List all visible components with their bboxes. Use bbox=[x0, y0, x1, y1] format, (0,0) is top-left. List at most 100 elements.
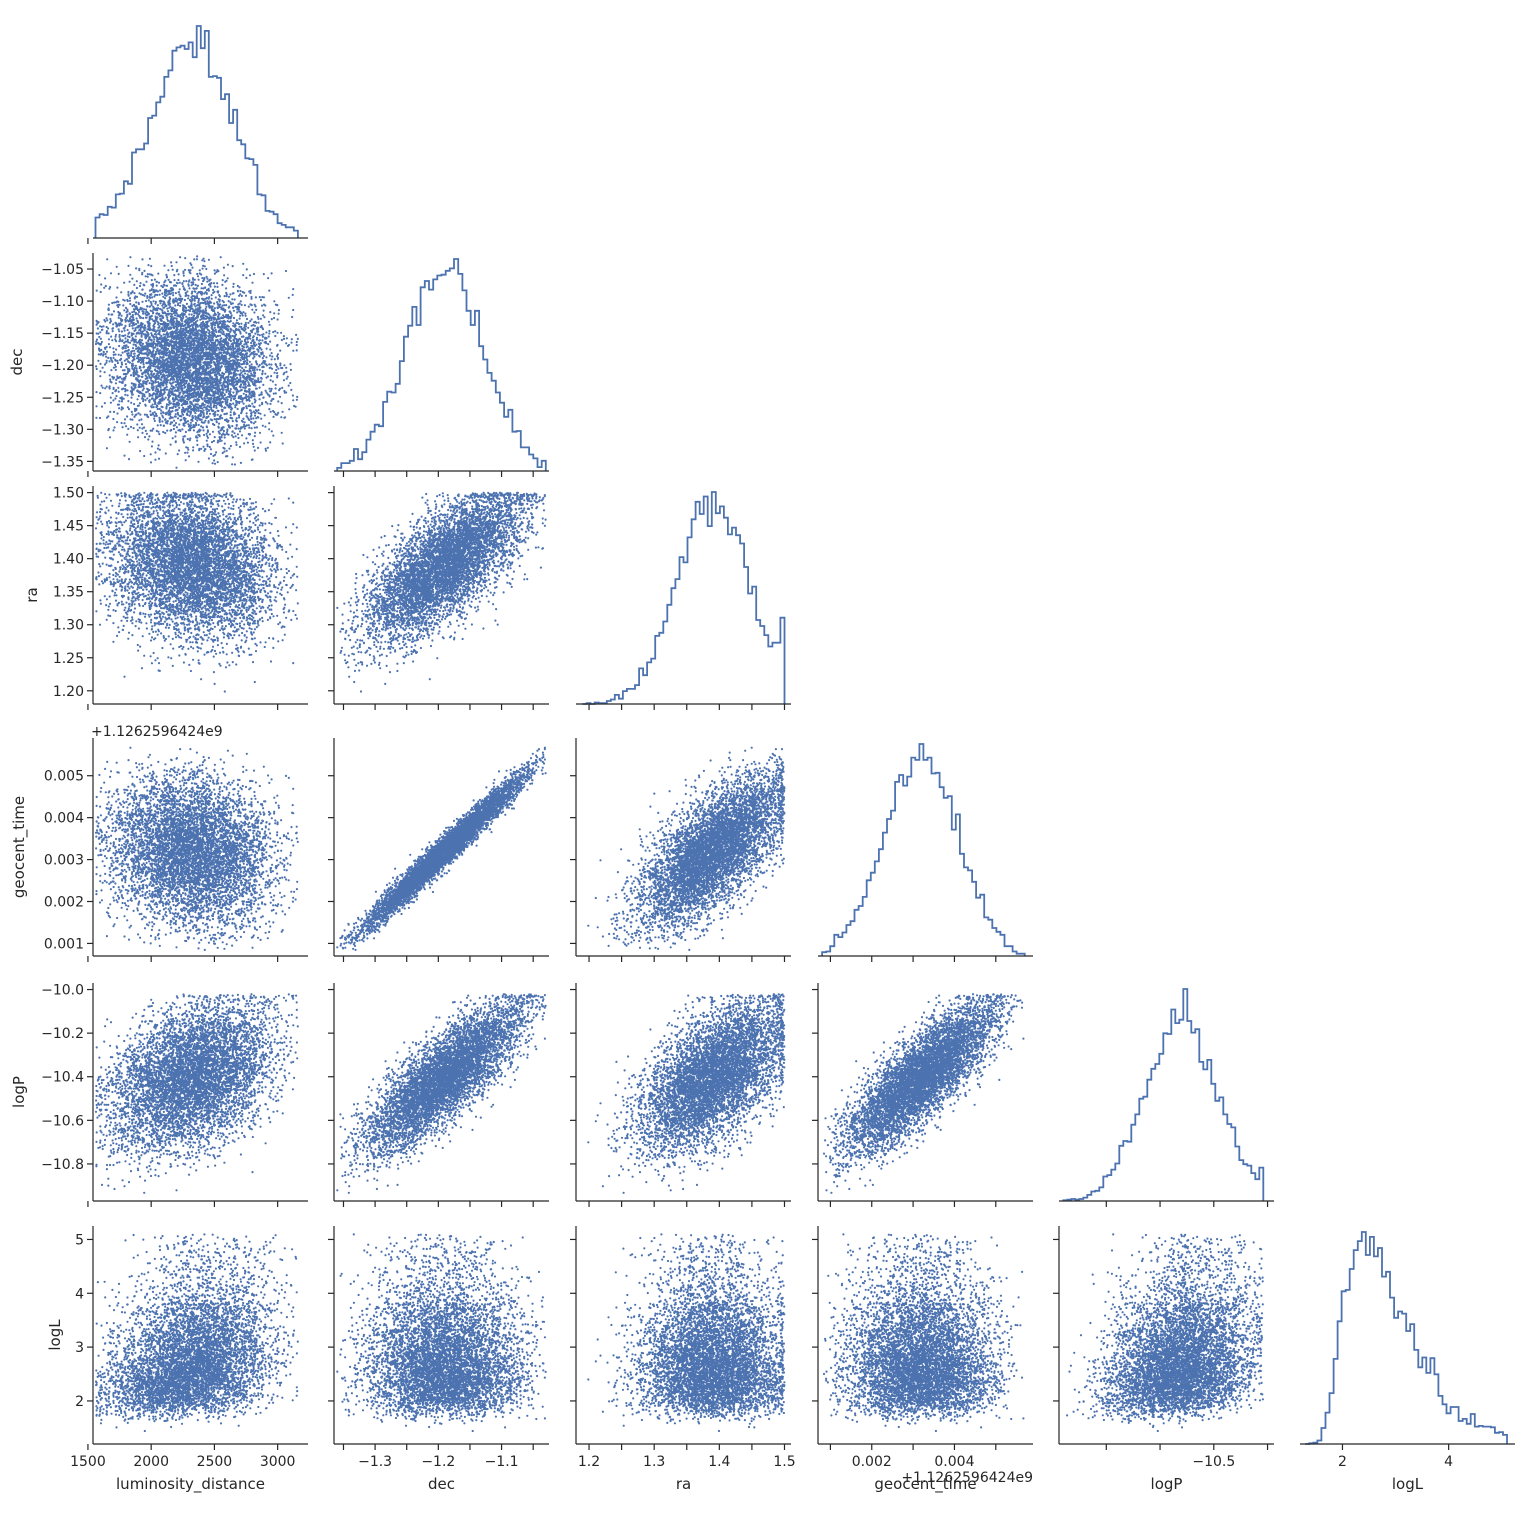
panel-luminosity_distance-vs-luminosity_distance bbox=[87, 25, 308, 244]
scatter-points-geocent_time-vs-luminosity_distance bbox=[94, 746, 299, 951]
histogram-logP bbox=[1062, 988, 1265, 1202]
panel-ra-vs-dec bbox=[328, 486, 549, 710]
x-tick-label: −1.1 bbox=[485, 1454, 519, 1470]
y-tick-label: 1.40 bbox=[53, 552, 84, 568]
x-axis-label-luminosity_distance: luminosity_distance bbox=[116, 1475, 265, 1494]
y-tick-label: 1.35 bbox=[53, 585, 84, 601]
histogram-geocent_time bbox=[821, 743, 1026, 956]
scatter-points-logL-vs-luminosity_distance bbox=[94, 1233, 299, 1433]
y-tick-label: −1.35 bbox=[41, 454, 84, 470]
y-tick-label: −10.6 bbox=[41, 1113, 84, 1129]
y-axis-label-logP: logP bbox=[10, 1076, 28, 1108]
panel-logP-vs-ra bbox=[570, 983, 791, 1207]
y-axis-label-geocent_time: geocent_time bbox=[10, 796, 29, 898]
y-tick-label: −1.05 bbox=[41, 262, 84, 278]
x-tick-label: 2000 bbox=[133, 1454, 169, 1470]
y-tick-label: −10.0 bbox=[41, 983, 84, 999]
scatter-points-logP-vs-luminosity_distance bbox=[94, 993, 299, 1194]
y-tick-label: 1.25 bbox=[53, 651, 84, 667]
x-tick-label: −1.3 bbox=[358, 1454, 392, 1470]
y-offset-text-geocent_time: +1.1262596424e9 bbox=[91, 724, 223, 740]
panel-logL-vs-dec: −1.3 −1.2 −1.1 bbox=[328, 1226, 549, 1470]
y-tick-label: −1.25 bbox=[41, 390, 84, 406]
histogram-ra bbox=[582, 491, 786, 705]
panel-logP-vs-logP bbox=[1059, 988, 1274, 1207]
scatter-points-logP-vs-ra bbox=[587, 993, 786, 1194]
x-tick-label: 0.004 bbox=[934, 1454, 974, 1470]
scatter-points-logL-vs-geocent_time bbox=[822, 1233, 1025, 1433]
x-tick-label: −1.2 bbox=[421, 1454, 455, 1470]
scatter-points-logL-vs-logP bbox=[1066, 1233, 1265, 1433]
panel-logL-vs-geocent_time: 0.002 0.004 bbox=[812, 1226, 1033, 1470]
panel-dec-vs-dec bbox=[334, 258, 549, 477]
x-tick-label: 3000 bbox=[260, 1454, 296, 1470]
x-offset-text-geocent_time: +1.1262596424e9 bbox=[901, 1470, 1033, 1486]
panel-logL-vs-luminosity_distance: 2 3 4 5 1500 2000 2500 3000 bbox=[70, 1226, 308, 1470]
panel-logP-vs-geocent_time bbox=[812, 983, 1033, 1207]
x-axis-label-logP: logP bbox=[1151, 1475, 1183, 1493]
y-tick-label: 1.30 bbox=[53, 618, 84, 634]
panel-logL-vs-logP: −10.5 bbox=[1053, 1226, 1274, 1470]
scatter-points-geocent_time-vs-dec bbox=[336, 746, 547, 951]
y-tick-label: 0.001 bbox=[44, 936, 84, 952]
x-axis-label-logL: logL bbox=[1392, 1475, 1424, 1493]
x-tick-label: 0.002 bbox=[852, 1454, 892, 1470]
y-tick-label: 0.005 bbox=[44, 769, 84, 785]
panel-logP-vs-luminosity_distance: −10.8 −10.6 −10.4 −10.2 −10.0 bbox=[41, 983, 308, 1207]
panel-ra-vs-luminosity_distance: 1.20 1.25 1.30 1.35 1.40 1.45 1.50 bbox=[53, 486, 308, 710]
y-tick-label: −1.15 bbox=[41, 326, 84, 342]
scatter-points-dec-vs-luminosity_distance bbox=[94, 255, 299, 469]
histogram-luminosity_distance bbox=[94, 25, 299, 238]
x-tick-label: 1.3 bbox=[643, 1454, 665, 1470]
y-tick-label: 0.002 bbox=[44, 895, 84, 911]
scatter-points-logP-vs-dec bbox=[336, 993, 547, 1194]
scatter-points-ra-vs-dec bbox=[336, 491, 547, 693]
scatter-points-ra-vs-luminosity_distance bbox=[94, 491, 299, 693]
y-tick-label: 1.20 bbox=[53, 684, 84, 700]
x-tick-label: 1.4 bbox=[708, 1454, 730, 1470]
panels-layer: −1.35−1.30−1.25−1.20−1.15−1.10−1.051.201… bbox=[41, 25, 1515, 1470]
scatter-points-logL-vs-ra bbox=[587, 1233, 786, 1433]
y-tick-label: 0.003 bbox=[44, 853, 84, 869]
x-tick-label: 1.5 bbox=[773, 1454, 795, 1470]
y-tick-label: −1.30 bbox=[41, 422, 84, 438]
panel-geocent_time-vs-dec bbox=[328, 738, 549, 962]
y-tick-label: −1.10 bbox=[41, 294, 84, 310]
y-tick-label: 5 bbox=[75, 1232, 84, 1248]
histogram-dec bbox=[336, 258, 547, 471]
y-tick-label: 4 bbox=[75, 1286, 84, 1302]
panel-geocent_time-vs-luminosity_distance: 0.001 0.002 0.003 0.004 0.005 bbox=[44, 738, 308, 962]
x-axis-label-ra: ra bbox=[676, 1475, 691, 1493]
x-axis-label-dec: dec bbox=[428, 1475, 455, 1493]
y-axis-label-ra: ra bbox=[23, 587, 41, 602]
x-tick-label: 4 bbox=[1444, 1454, 1453, 1470]
panel-logL-vs-ra: 1.2 1.3 1.4 1.5 bbox=[570, 1226, 796, 1470]
y-tick-label: 1.50 bbox=[53, 486, 84, 502]
panel-dec-vs-luminosity_distance: −1.35 −1.30 −1.25 −1.20 −1.15 −1.10 −1.05 bbox=[41, 253, 308, 477]
scatter-points-logL-vs-dec bbox=[336, 1233, 547, 1433]
x-tick-label: 1500 bbox=[70, 1454, 106, 1470]
y-tick-label: 2 bbox=[75, 1394, 84, 1410]
x-tick-label: 2500 bbox=[197, 1454, 233, 1470]
y-axis-label-dec: dec bbox=[8, 349, 26, 376]
y-tick-label: 0.004 bbox=[44, 811, 84, 827]
y-tick-label: −1.20 bbox=[41, 358, 84, 374]
y-tick-label: −10.8 bbox=[41, 1157, 84, 1173]
y-axis-label-logL: logL bbox=[46, 1319, 64, 1351]
y-tick-label: −10.4 bbox=[41, 1070, 84, 1086]
x-tick-label: 1.2 bbox=[578, 1454, 600, 1470]
y-tick-label: −10.2 bbox=[41, 1026, 84, 1042]
panel-ra-vs-ra bbox=[576, 491, 791, 710]
labels-layer: luminosity_distance dec ra geocent_time logP… bbox=[8, 349, 1424, 1495]
x-tick-label: −10.5 bbox=[1192, 1454, 1235, 1470]
panel-logP-vs-dec bbox=[328, 983, 549, 1207]
x-axis-label-geocent_time: geocent_time bbox=[874, 1475, 976, 1494]
panel-geocent_time-vs-ra bbox=[570, 738, 791, 962]
y-tick-label: 3 bbox=[75, 1340, 84, 1356]
panel-geocent_time-vs-geocent_time bbox=[818, 743, 1033, 962]
x-tick-label: 2 bbox=[1338, 1454, 1347, 1470]
scatter-points-geocent_time-vs-ra bbox=[587, 746, 786, 951]
y-tick-label: 1.45 bbox=[53, 519, 84, 535]
